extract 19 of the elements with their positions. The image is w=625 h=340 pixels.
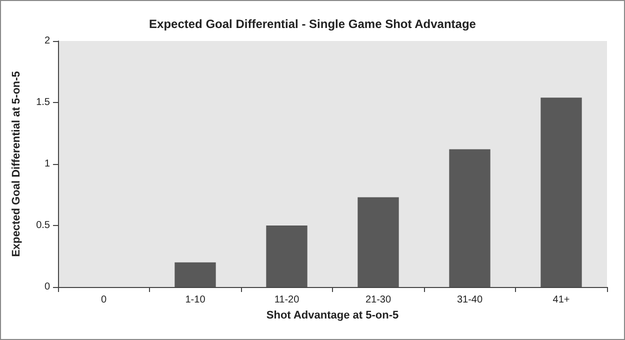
y-tick-label: 2 (44, 36, 50, 46)
bar (266, 226, 308, 287)
bar (540, 98, 582, 287)
x-axis-title: Shot Advantage at 5-on-5 (266, 309, 399, 322)
chart-title: Expected Goal Differential - Single Game Shot Advantage (149, 17, 476, 31)
y-tick-label: 1 (44, 158, 50, 170)
y-axis-title: Expected Goal Differential at 5-on-5 (10, 71, 22, 257)
x-tick-label: 11-20 (274, 294, 300, 306)
x-tick-label: 41+ (552, 294, 570, 306)
x-tick-label: 1-10 (185, 294, 206, 306)
y-tick-label: 0.5 (36, 220, 50, 231)
x-tick-label: 0 (100, 294, 107, 306)
x-tick-label: 21-30 (365, 294, 392, 306)
x-tick-label: 31-40 (456, 294, 483, 306)
y-tick-label: 1.5 (36, 97, 50, 108)
bar (358, 197, 399, 287)
bar (449, 149, 490, 287)
y-tick-label: 0 (44, 282, 50, 292)
bar (174, 262, 216, 287)
